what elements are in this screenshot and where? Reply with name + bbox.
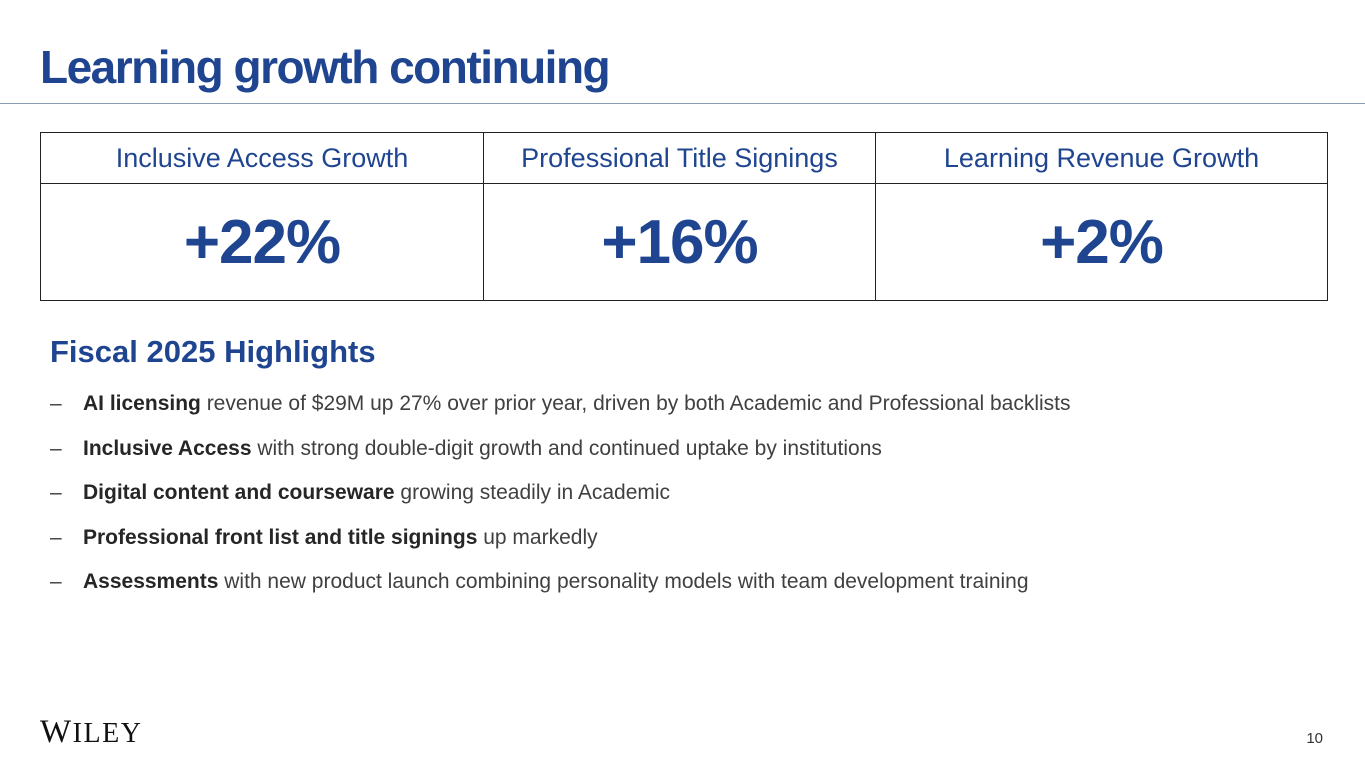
highlight-text: with new product launch combining person…	[218, 570, 1029, 593]
list-item: – Inclusive Access with strong double-di…	[50, 437, 1071, 482]
highlight-text: revenue of $29M up 27% over prior year, …	[200, 392, 1071, 415]
highlight-text: up markedly	[477, 525, 598, 549]
metric-value-learning-revenue: +2%	[875, 183, 1328, 301]
title-divider	[0, 103, 1365, 104]
logo-rest: ILEY	[72, 718, 143, 749]
metrics-table: Inclusive Access Growth Professional Tit…	[40, 132, 1328, 301]
page-number: 10	[1306, 730, 1323, 747]
metrics-header-row: Inclusive Access Growth Professional Tit…	[40, 132, 1328, 184]
metric-label-learning-revenue: Learning Revenue Growth	[875, 132, 1328, 184]
wiley-logo: WILEY	[40, 716, 142, 749]
list-item: – AI licensing revenue of $29M up 27% ov…	[50, 392, 1071, 437]
highlight-bold: Professional front list and title signin…	[83, 525, 478, 549]
logo-initial: W	[40, 714, 73, 750]
bullet-dash: –	[50, 481, 62, 504]
metrics-value-row: +22% +16% +2%	[40, 183, 1328, 301]
metric-value-inclusive-access: +22%	[40, 183, 484, 301]
metric-label-inclusive-access: Inclusive Access Growth	[40, 132, 484, 184]
list-item: – Digital content and courseware growing…	[50, 481, 1071, 526]
list-item: – Professional front list and title sign…	[50, 526, 1071, 571]
highlight-text: with strong double-digit growth and cont…	[251, 436, 882, 460]
highlights-list: – AI licensing revenue of $29M up 27% ov…	[50, 392, 1071, 615]
highlight-bold: Digital content and courseware	[83, 481, 395, 504]
bullet-dash: –	[50, 392, 62, 415]
metric-label-title-signings: Professional Title Signings	[483, 132, 876, 184]
highlight-text: growing steadily in Academic	[394, 481, 671, 504]
metric-value-title-signings: +16%	[483, 183, 876, 301]
bullet-dash: –	[50, 570, 62, 593]
list-item: – Assessments with new product launch co…	[50, 570, 1071, 615]
slide-title: Learning growth continuing	[40, 41, 611, 93]
highlight-bold: AI licensing	[83, 392, 201, 415]
highlight-bold: Inclusive Access	[83, 436, 252, 460]
bullet-dash: –	[50, 525, 62, 549]
highlight-bold: Assessments	[83, 570, 219, 593]
highlights-heading: Fiscal 2025 Highlights	[50, 334, 376, 369]
bullet-dash: –	[50, 436, 62, 460]
